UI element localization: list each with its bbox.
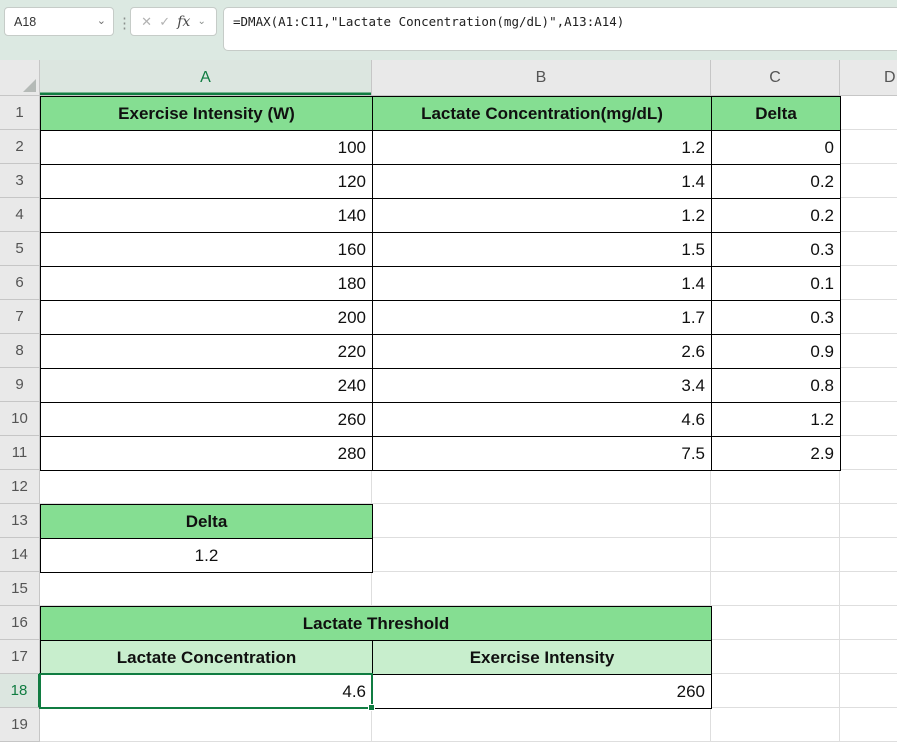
cell-C6[interactable]: 0.1 (711, 266, 841, 301)
cell-A17[interactable]: Lactate Concentration (40, 640, 373, 675)
formula-text: =DMAX(A1:C11,"Lactate Concentration(mg/d… (233, 14, 625, 29)
cell-C7[interactable]: 0.3 (711, 300, 841, 335)
row-header-18[interactable]: 18 (0, 674, 40, 708)
cell-A11[interactable]: 280 (40, 436, 373, 471)
cell-A13[interactable]: Delta (40, 504, 373, 539)
cell-B6[interactable]: 1.4 (372, 266, 712, 301)
cell-A16-merged[interactable]: Lactate Threshold (39, 606, 713, 641)
row-header-1[interactable]: 1 (0, 96, 40, 130)
cell-B8[interactable]: 2.6 (372, 334, 712, 369)
column-header-c[interactable]: C (711, 60, 840, 96)
cell-B7[interactable]: 1.7 (372, 300, 712, 335)
row-header-7[interactable]: 7 (0, 300, 40, 334)
column-header-a[interactable]: A (40, 60, 372, 96)
cell-A2[interactable]: 100 (40, 130, 373, 165)
cell-A3[interactable]: 120 (40, 164, 373, 199)
select-all-triangle-icon (23, 79, 36, 92)
column-headers: A B C D (40, 60, 897, 96)
cell-B1[interactable]: Lactate Concentration(mg/dL) (372, 96, 712, 131)
row-header-9[interactable]: 9 (0, 368, 40, 402)
cell-C1[interactable]: Delta (711, 96, 841, 131)
row-header-19[interactable]: 19 (0, 708, 40, 742)
delta-criteria-table: Delta 1.2 (40, 504, 373, 573)
cell-A14[interactable]: 1.2 (40, 538, 373, 573)
row-header-15[interactable]: 15 (0, 572, 40, 606)
formula-bar: A18 ⌄ ⋮ ✕ ✓ fx ⌄ =DMAX(A1:C11,"Lactate C… (0, 0, 897, 60)
cell-A4[interactable]: 140 (40, 198, 373, 233)
cell-C3[interactable]: 0.2 (711, 164, 841, 199)
cell-A8[interactable]: 220 (40, 334, 373, 369)
cell-A10[interactable]: 260 (40, 402, 373, 437)
formula-buttons-group: ✕ ✓ fx ⌄ (130, 7, 217, 36)
cell-C10[interactable]: 1.2 (711, 402, 841, 437)
enter-icon[interactable]: ✓ (159, 13, 171, 29)
formula-input[interactable]: =DMAX(A1:C11,"Lactate Concentration(mg/d… (223, 7, 897, 51)
cell-B10[interactable]: 4.6 (372, 402, 712, 437)
column-header-d[interactable]: D (840, 60, 897, 96)
row-header-8[interactable]: 8 (0, 334, 40, 368)
name-box-value: A18 (14, 14, 37, 29)
cell-B2[interactable]: 1.2 (372, 130, 712, 165)
cell-C2[interactable]: 0 (711, 130, 841, 165)
row-header-14[interactable]: 14 (0, 538, 40, 572)
cells-area[interactable]: Exercise Intensity (W) Lactate Concentra… (39, 96, 897, 742)
column-header-d-label: D (884, 68, 896, 86)
row-headers: 1 2 3 4 5 6 7 8 9 10 11 12 13 14 15 16 1… (0, 96, 40, 742)
cell-B17[interactable]: Exercise Intensity (371, 640, 713, 675)
cell-C8[interactable]: 0.9 (711, 334, 841, 369)
drag-handle-icon: ⋮ (117, 15, 132, 32)
cell-B9[interactable]: 3.4 (372, 368, 712, 403)
spreadsheet-grid: A B C D 1 2 3 4 5 6 7 8 9 10 11 12 13 14… (0, 60, 897, 742)
chevron-down-icon[interactable]: ⌄ (197, 16, 206, 27)
row-header-5[interactable]: 5 (0, 232, 40, 266)
row-header-4[interactable]: 4 (0, 198, 40, 232)
row-header-6[interactable]: 6 (0, 266, 40, 300)
cancel-icon[interactable]: ✕ (141, 13, 153, 29)
cell-B3[interactable]: 1.4 (372, 164, 712, 199)
cell-B5[interactable]: 1.5 (372, 232, 712, 267)
cell-A18[interactable]: 4.6 (40, 674, 373, 709)
insert-function-icon[interactable]: fx (177, 13, 191, 30)
cell-C4[interactable]: 0.2 (711, 198, 841, 233)
lactate-data-table: Exercise Intensity (W) Lactate Concentra… (40, 96, 841, 471)
row-header-12[interactable]: 12 (0, 470, 40, 504)
row-header-17[interactable]: 17 (0, 640, 40, 674)
lactate-threshold-table: Lactate Threshold Lactate Concentration … (39, 606, 713, 709)
row-header-10[interactable]: 10 (0, 402, 40, 436)
cell-C5[interactable]: 0.3 (711, 232, 841, 267)
name-box[interactable]: A18 ⌄ (4, 7, 114, 36)
chevron-down-icon[interactable]: ⌄ (96, 15, 106, 27)
row-header-2[interactable]: 2 (0, 130, 40, 164)
cell-C11[interactable]: 2.9 (711, 436, 841, 471)
select-all-corner[interactable] (0, 60, 40, 96)
cell-A7[interactable]: 200 (40, 300, 373, 335)
row-header-11[interactable]: 11 (0, 436, 40, 470)
cell-A6[interactable]: 180 (40, 266, 373, 301)
row-header-3[interactable]: 3 (0, 164, 40, 198)
cell-B11[interactable]: 7.5 (372, 436, 712, 471)
cell-A5[interactable]: 160 (40, 232, 373, 267)
cell-C9[interactable]: 0.8 (711, 368, 841, 403)
row-header-16[interactable]: 16 (0, 606, 40, 640)
cell-B18[interactable]: 260 (371, 674, 713, 709)
column-header-b[interactable]: B (372, 60, 711, 96)
cell-A1[interactable]: Exercise Intensity (W) (40, 96, 373, 131)
cell-A9[interactable]: 240 (40, 368, 373, 403)
row-header-13[interactable]: 13 (0, 504, 40, 538)
cell-B4[interactable]: 1.2 (372, 198, 712, 233)
